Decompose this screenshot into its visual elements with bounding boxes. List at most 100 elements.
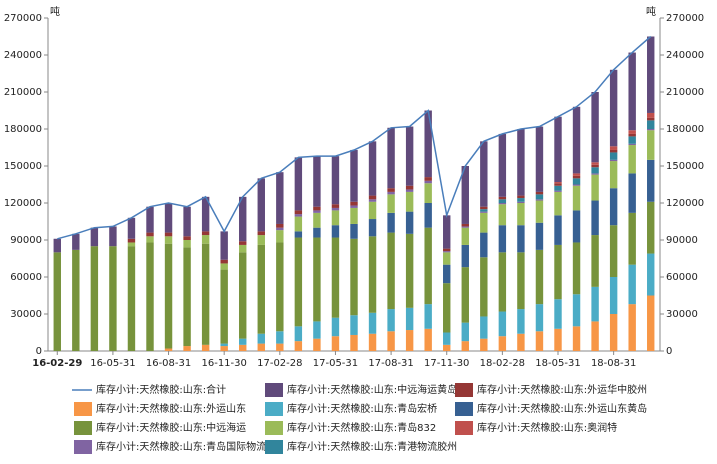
bar-segment xyxy=(109,246,117,351)
y2-tick-label: 150000 xyxy=(666,161,704,172)
bar-segment xyxy=(276,242,284,332)
y-tick-label: 90000 xyxy=(10,235,42,246)
bar-segment xyxy=(591,235,599,287)
bar-segment xyxy=(294,231,303,238)
bar-segment xyxy=(424,180,432,184)
bar-segment xyxy=(498,203,507,205)
legend-swatch xyxy=(265,421,283,435)
bar-segment xyxy=(461,341,469,351)
bar-segment xyxy=(331,156,340,205)
bar-segment xyxy=(480,141,488,207)
y2-tick-label: 30000 xyxy=(666,309,698,320)
bar-segment xyxy=(220,231,228,260)
bar-segment xyxy=(405,330,414,351)
bar-segment xyxy=(239,338,247,345)
bar-segment xyxy=(647,112,655,118)
bar-segment xyxy=(591,173,599,175)
bar-segment xyxy=(480,212,488,233)
bar-segment xyxy=(461,223,469,227)
bar-segment xyxy=(387,309,395,332)
bar-segment xyxy=(628,130,636,134)
y2-unit: 吨 xyxy=(646,5,656,18)
bar-segment xyxy=(554,182,562,184)
bar-segment xyxy=(313,321,321,339)
bar-segment xyxy=(350,223,358,239)
bar-segment xyxy=(331,336,340,351)
bar-segment xyxy=(164,348,173,351)
bar-segment xyxy=(554,191,562,216)
x-tick-label: 16-02-29 xyxy=(32,358,82,369)
bar-segment xyxy=(609,159,618,162)
bar-segment xyxy=(276,343,284,351)
bar-segment xyxy=(201,196,210,232)
bar-segment xyxy=(498,225,507,253)
bar-segment xyxy=(498,311,507,337)
bar-segment xyxy=(517,333,525,351)
bar-segment xyxy=(183,206,191,237)
bar-segment xyxy=(331,207,340,211)
bar-segment xyxy=(554,190,562,192)
bar-segment xyxy=(183,247,191,347)
x-tick-label: 16-05-31 xyxy=(90,358,135,369)
bar-segment xyxy=(313,210,321,213)
y-tick-label: 30000 xyxy=(10,309,42,320)
bar-segment xyxy=(517,225,525,253)
bar-segment xyxy=(90,227,99,247)
bar-segment xyxy=(53,252,61,351)
bar-segment xyxy=(239,241,247,245)
bar-segment xyxy=(647,201,655,254)
bar-segment xyxy=(591,200,599,236)
bar-segment xyxy=(294,210,303,215)
legend-label: 库存小计:天然橡胶:山东:青岛国际物流 xyxy=(96,440,266,453)
x-tick-label: 17-08-31 xyxy=(368,358,413,369)
y2-tick-label: 240000 xyxy=(666,50,704,61)
bar-segment xyxy=(294,157,303,211)
bar-segment xyxy=(201,231,210,236)
bar-segment xyxy=(350,315,358,335)
bar-segment xyxy=(572,173,581,176)
bar-segment xyxy=(331,225,340,238)
bar-segment xyxy=(387,127,395,189)
bar-segment xyxy=(164,236,173,244)
bar-segment xyxy=(554,244,562,300)
bar-segment xyxy=(554,328,562,351)
bar-segment xyxy=(628,304,636,351)
bar-segment xyxy=(257,235,265,245)
bar-segment xyxy=(368,333,377,351)
bar-segment xyxy=(609,225,618,277)
bar-segment xyxy=(405,189,414,192)
bar-segment xyxy=(461,166,469,224)
bar-segment xyxy=(517,203,525,226)
bar-segment xyxy=(368,219,377,237)
bar-segment xyxy=(572,184,581,186)
x-tick-label: 18-02-28 xyxy=(480,358,525,369)
bar-segment xyxy=(443,252,451,265)
bar-segment xyxy=(517,129,525,196)
bar-segment xyxy=(387,191,395,195)
bar-segment xyxy=(239,244,247,253)
bar-segment xyxy=(609,69,618,147)
y2-tick-label: 210000 xyxy=(666,87,704,98)
legend-swatch xyxy=(455,383,473,397)
bar-segment xyxy=(127,238,136,243)
bar-segment xyxy=(183,346,191,351)
bar-segment xyxy=(257,343,265,351)
bar-segment xyxy=(461,244,469,268)
legend-swatch xyxy=(265,440,283,454)
bar-segment xyxy=(647,253,655,296)
bar-segment xyxy=(628,212,636,265)
bar-segment xyxy=(591,174,599,201)
bar-segment xyxy=(387,194,395,213)
bar-segment xyxy=(609,152,618,160)
bar-segment xyxy=(591,92,599,163)
bar-segment xyxy=(498,196,507,200)
bar-segment xyxy=(294,326,303,342)
bar-segment xyxy=(517,198,525,202)
bar-segment xyxy=(628,133,636,137)
x-tick-label: 16-11-30 xyxy=(201,358,246,369)
bar-segment xyxy=(405,185,414,190)
bar-segment xyxy=(535,126,544,192)
bar-segment xyxy=(628,143,636,146)
bar-segment xyxy=(201,344,210,351)
